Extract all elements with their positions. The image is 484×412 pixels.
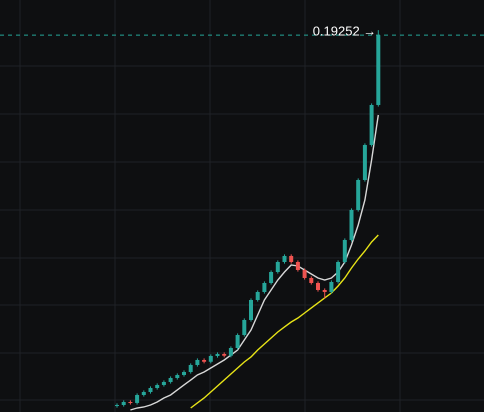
candle-body bbox=[208, 355, 213, 362]
candle-body bbox=[195, 359, 200, 365]
candle-body bbox=[202, 359, 207, 362]
candle-body bbox=[115, 405, 119, 407]
candle-body bbox=[295, 261, 300, 270]
candle-body bbox=[182, 372, 186, 376]
last-price-label: 0.19252 → bbox=[313, 24, 377, 39]
candle-body bbox=[155, 384, 160, 389]
candle-body bbox=[269, 272, 274, 283]
candle-body bbox=[222, 353, 227, 356]
candle-body bbox=[128, 401, 133, 403]
candle-body bbox=[329, 281, 334, 292]
candle-body bbox=[161, 381, 166, 385]
candle-body bbox=[362, 144, 367, 180]
candle-body bbox=[289, 255, 294, 262]
candle-body bbox=[235, 334, 240, 348]
candle-body bbox=[309, 277, 314, 283]
candle-body bbox=[322, 289, 327, 292]
candle-body bbox=[175, 375, 180, 378]
candle-body bbox=[349, 209, 354, 240]
candle-body bbox=[215, 353, 220, 356]
candle-body bbox=[228, 347, 233, 356]
candle-body bbox=[148, 388, 153, 393]
candle-body bbox=[275, 261, 280, 273]
candle-body bbox=[255, 291, 260, 300]
candle-body bbox=[282, 255, 287, 262]
candle-body bbox=[316, 282, 320, 290]
candle-body bbox=[376, 35, 381, 105]
candle-body bbox=[262, 282, 267, 292]
candle-body bbox=[242, 319, 247, 335]
candle-body bbox=[356, 179, 361, 210]
candle-body bbox=[121, 401, 126, 406]
candle-body bbox=[336, 261, 341, 282]
candle-body bbox=[135, 394, 140, 403]
candle-body bbox=[249, 299, 253, 320]
candle-body bbox=[141, 392, 146, 395]
moving-average-line bbox=[190, 234, 379, 409]
candle-body bbox=[342, 239, 347, 262]
candle-body bbox=[302, 269, 307, 278]
candle-body bbox=[369, 104, 374, 145]
candle-body bbox=[188, 364, 193, 373]
candle-body bbox=[168, 377, 173, 382]
